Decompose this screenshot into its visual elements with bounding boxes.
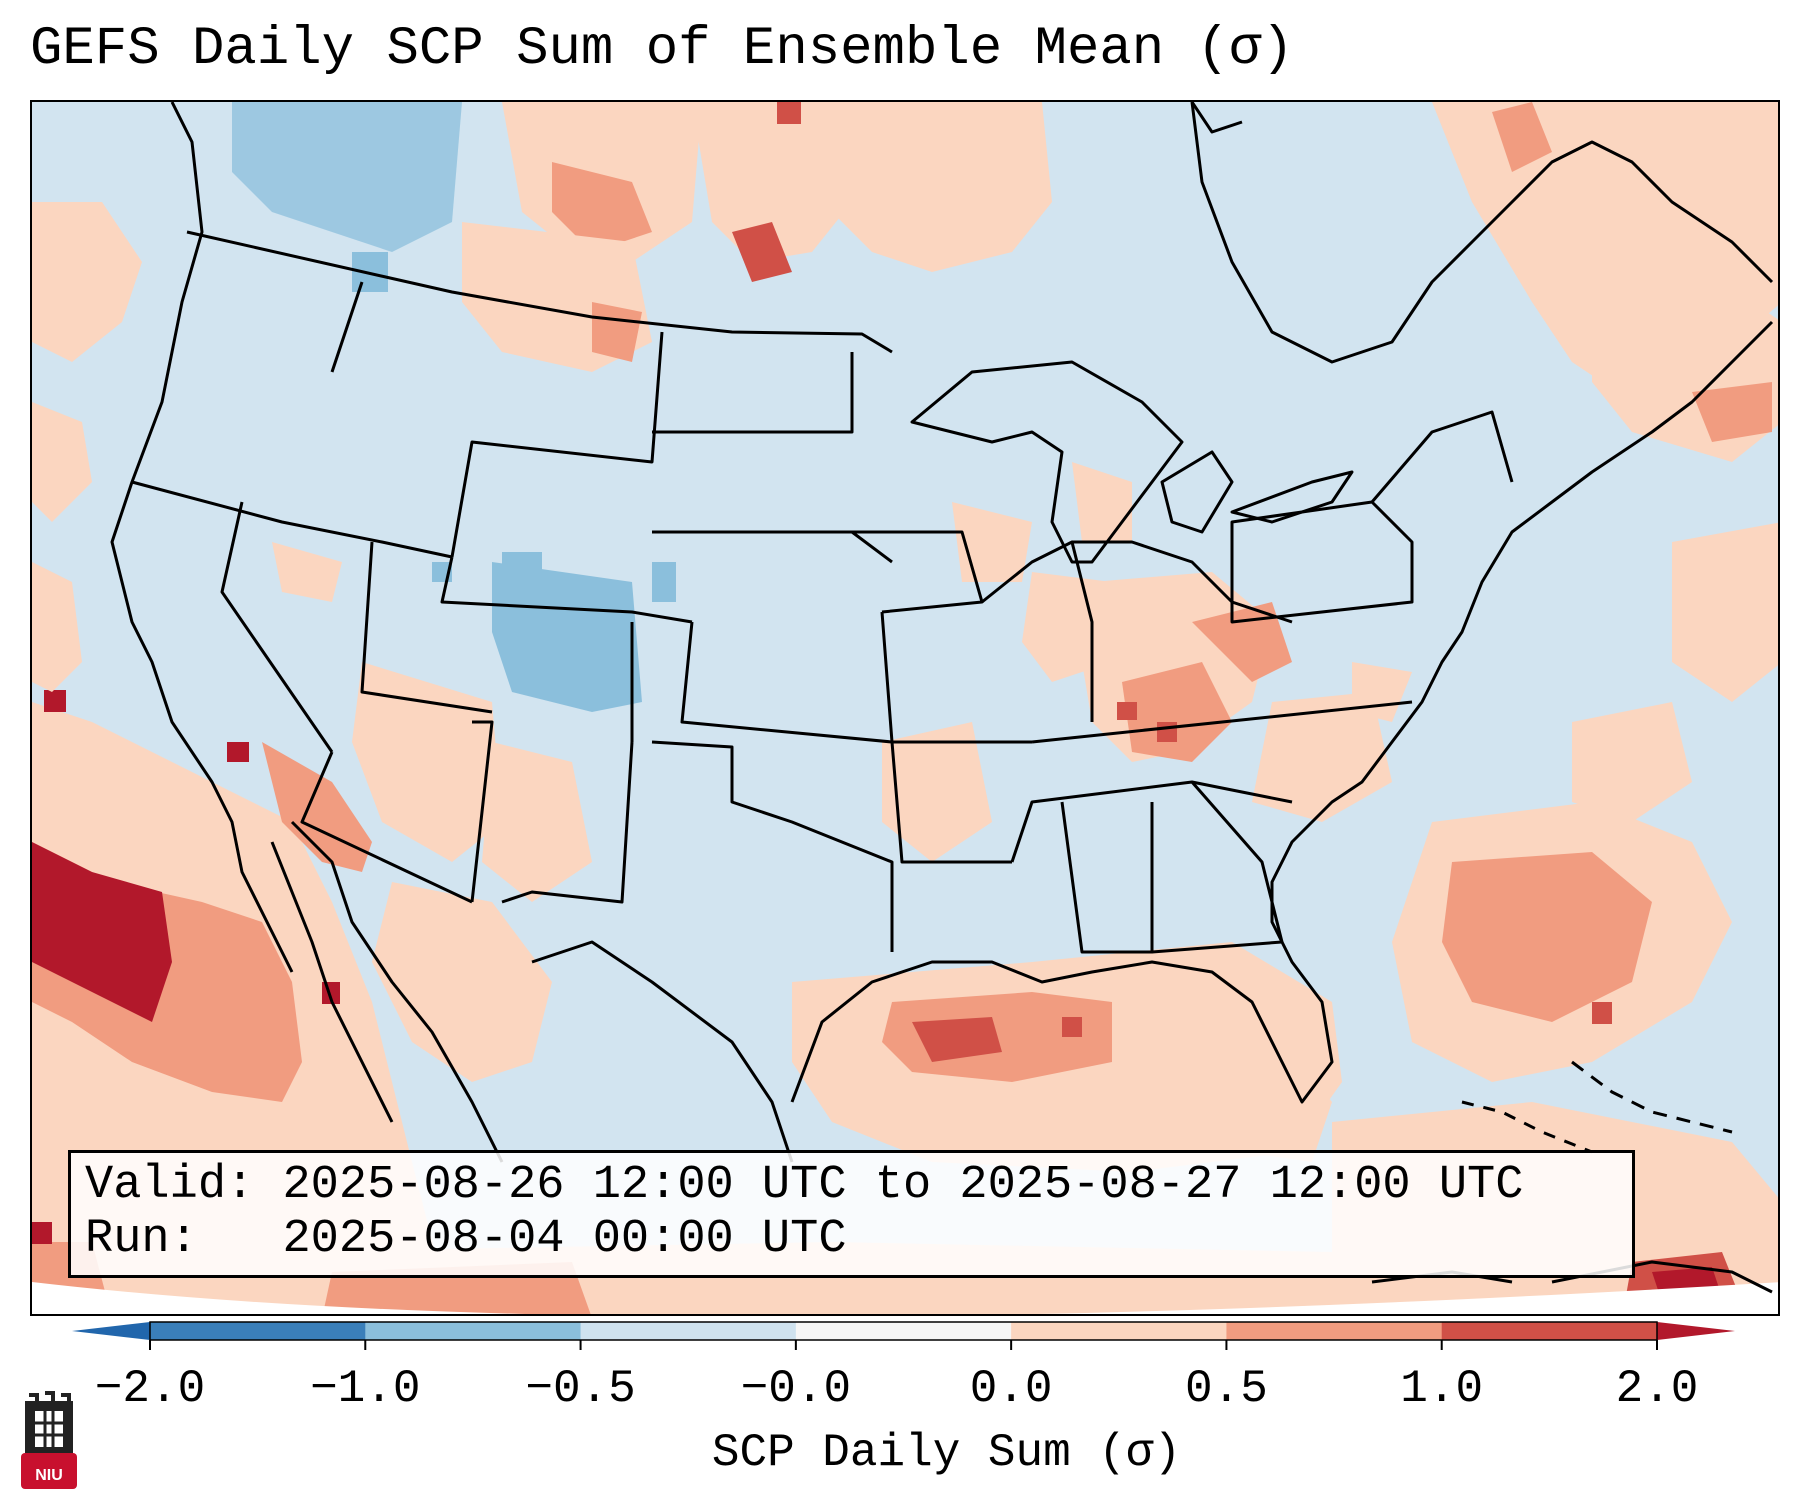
validity-info-box: Valid: 2025-08-26 12:00 UTC to 2025-08-2… xyxy=(68,1150,1635,1278)
niu-logo-text: NIU xyxy=(35,1467,63,1484)
colorbar-tick-label: 2.0 xyxy=(1615,1363,1699,1415)
colorbar-tick-label: −2.0 xyxy=(94,1363,206,1415)
colorbar-label: SCP Daily Sum (σ) xyxy=(711,1427,1182,1479)
colorbar-tick-label: −0.5 xyxy=(525,1363,636,1415)
colorbar-tick-label: 0.5 xyxy=(1185,1363,1268,1415)
run-row: Run: 2025-08-04 00:00 UTC xyxy=(85,1213,1618,1267)
colorbar-bin xyxy=(365,1322,582,1340)
colorbar-bin xyxy=(1441,1322,1658,1340)
colorbar-bin xyxy=(1011,1322,1227,1340)
valid-row: Valid: 2025-08-26 12:00 UTC to 2025-08-2… xyxy=(85,1159,1618,1213)
run-value: 2025-08-04 00:00 UTC xyxy=(282,1213,847,1266)
colorbar-bin xyxy=(1226,1322,1443,1340)
colorbar-tick-label: 1.0 xyxy=(1400,1363,1484,1415)
colorbar-tick-label: 0.0 xyxy=(969,1363,1053,1415)
colorbar-bin xyxy=(580,1322,797,1340)
colorbar-under-arrow xyxy=(72,1322,150,1340)
valid-value: 2025-08-26 12:00 UTC to 2025-08-27 12:00… xyxy=(282,1159,1524,1212)
colorbar-tick-label: −1.0 xyxy=(310,1363,421,1415)
colorbar-over-arrow xyxy=(1657,1322,1735,1340)
scp-anomaly-patches xyxy=(32,102,1778,1314)
colorbar-bin xyxy=(150,1322,366,1340)
colorbar-tick-label: −0.0 xyxy=(740,1363,852,1415)
colorbar-bin xyxy=(795,1322,1012,1340)
run-label: Run: xyxy=(85,1213,198,1266)
niu-logo: NIU xyxy=(21,1391,77,1491)
map-title: GEFS Daily SCP Sum of Ensemble Mean (σ) xyxy=(30,19,1294,80)
valid-label: Valid: xyxy=(85,1159,255,1212)
map-panel: Valid: 2025-08-26 12:00 UTC to 2025-08-2… xyxy=(30,100,1780,1316)
scp-field-map xyxy=(32,102,1778,1314)
